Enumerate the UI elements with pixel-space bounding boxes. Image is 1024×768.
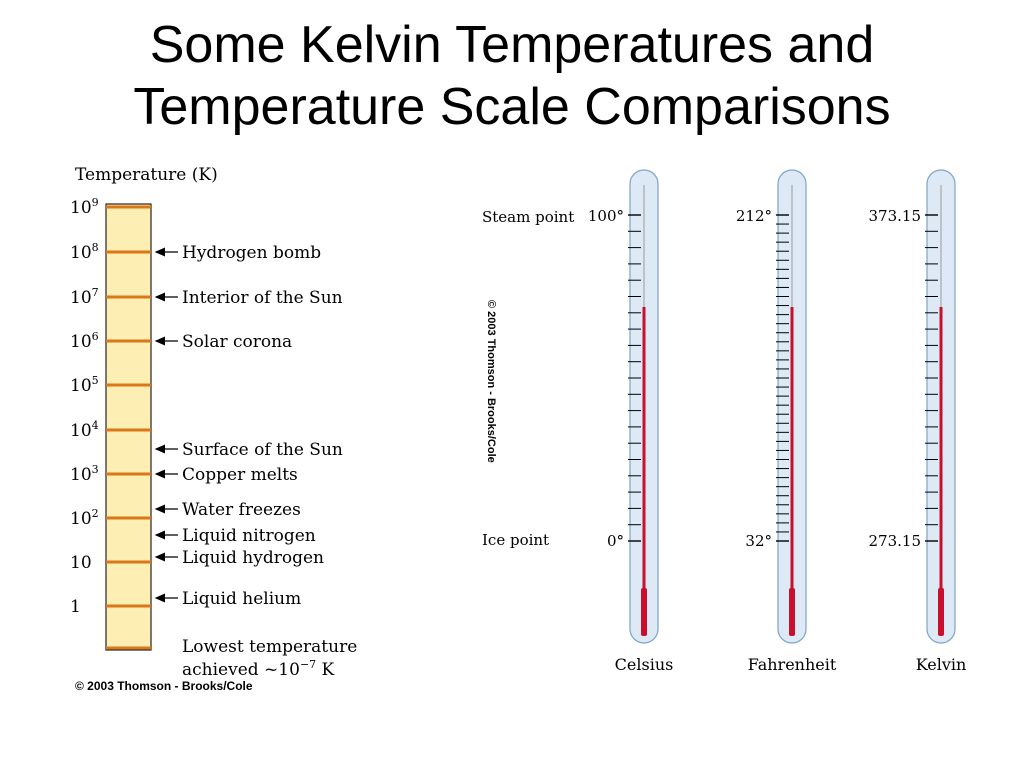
slide-title: Some Kelvin Temperatures and Temperature…: [0, 14, 1024, 138]
log-tick-label: 104: [70, 419, 99, 441]
log-tick-label: 108: [70, 241, 99, 263]
steam-point-value: 373.15: [869, 207, 922, 225]
log-column: [105, 203, 152, 651]
log-tick-label: 1: [70, 597, 81, 617]
title-line-2: Temperature Scale Comparisons: [133, 78, 891, 136]
title-line-1: Some Kelvin Temperatures and: [149, 16, 875, 74]
ice-point-value: 273.15: [869, 532, 922, 550]
marker-label: Liquid nitrogen: [182, 526, 316, 546]
steam-point-value: 100°: [588, 207, 624, 225]
log-tick-label: 102: [70, 507, 99, 529]
thermometer-kelvin: 373.15 273.15 Kelvin: [869, 169, 967, 674]
marker-label: Water freezes: [182, 500, 301, 520]
thermometers: 100° 0° Celsius 212° 32° Fahrenheit 373.15 273.…: [588, 169, 967, 674]
marker-label: Liquid helium: [182, 589, 301, 609]
scale-name: Celsius: [615, 655, 674, 674]
marker-label: Copper melts: [182, 465, 298, 485]
marker-label: Surface of the Sun: [182, 440, 343, 460]
marker-label: Solar corona: [182, 332, 292, 352]
marker-label: Interior of the Sun: [182, 288, 343, 308]
steam-point-label: Steam point: [482, 208, 574, 226]
lowest-temperature-note-line1: Lowest temperature: [182, 637, 357, 657]
marker-label: Hydrogen bomb: [182, 243, 321, 263]
mercury-column: [642, 307, 646, 590]
event-markers: Hydrogen bomb Interior of the Sun Solar co…: [154, 243, 343, 609]
mercury-bulb: [938, 588, 944, 636]
thermometer-celsius: 100° 0° Celsius: [588, 169, 674, 674]
kelvin-log-scale: Temperature (K) 109 108 107 106 105 104 103 102…: [70, 165, 357, 693]
steam-point-value: 212°: [736, 207, 772, 225]
thermometer-comparison: Steam point Ice point © 2003 Thomson - B…: [482, 169, 967, 674]
ice-point-value: 0°: [607, 532, 624, 550]
ice-point-label: Ice point: [482, 531, 549, 549]
log-tick-label: 105: [70, 374, 99, 396]
ice-point-value: 32°: [745, 532, 772, 550]
mercury-bulb: [789, 588, 795, 636]
scale-name: Kelvin: [916, 655, 967, 674]
log-tick-label: 107: [70, 286, 99, 308]
marker-label: Liquid hydrogen: [182, 548, 324, 568]
thermometer-fahrenheit: 212° 32° Fahrenheit: [736, 169, 837, 674]
log-tick-label: 10: [70, 553, 92, 573]
mercury-bulb: [641, 588, 647, 636]
axis-title: Temperature (K): [75, 165, 218, 185]
log-tick-label: 103: [70, 463, 99, 485]
scale-name: Fahrenheit: [748, 655, 837, 674]
mercury-column: [790, 307, 794, 590]
log-tick-label: 109: [70, 196, 99, 218]
mercury-column: [939, 307, 943, 590]
log-tick-label: 106: [70, 330, 99, 352]
copyright-left: © 2003 Thomson - Brooks/Cole: [75, 679, 253, 693]
lowest-temperature-note-line2: achieved ~10−7 K: [182, 658, 335, 680]
copyright-rotated: © 2003 Thomson - Brooks/Cole: [485, 300, 497, 463]
